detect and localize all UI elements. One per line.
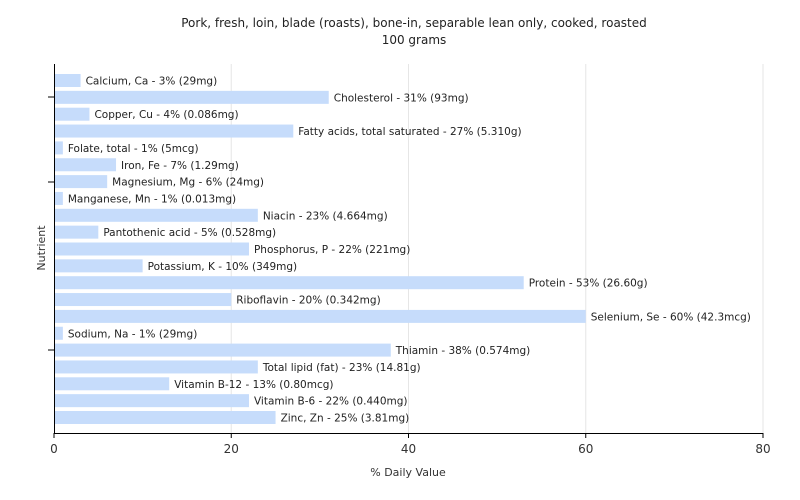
y-axis-label: Nutrient [35,225,48,271]
bar-label-5: Iron, Fe - 7% (1.29mg) [121,160,239,172]
bars-group: Calcium, Ca - 3% (29mg) Cholesterol - 31%… [54,74,751,425]
bar-16 [54,343,391,357]
bar-13 [54,293,232,307]
x-tick-label-1: 20 [224,442,239,456]
x-axis-label: % Daily Value [370,466,446,479]
bar-5 [54,158,117,172]
bar-1 [54,90,329,104]
bar-label-4: Folate, total - 1% (5mcg) [68,143,199,155]
bar-label-6: Magnesium, Mg - 6% (24mg) [112,177,264,189]
bar-15 [54,326,63,340]
bar-14 [54,309,586,323]
axes-group: 0 20 40 60 80 [48,64,771,456]
bar-0 [54,74,81,87]
bar-19 [54,394,249,408]
bar-label-16: Thiamin - 38% (0.574mg) [395,345,531,357]
bar-6 [54,175,108,189]
bar-label-2: Copper, Cu - 4% (0.086mg) [94,109,238,121]
x-tick-label-2: 40 [401,442,416,456]
chart-subtitle: 100 grams [382,33,447,47]
bar-label-11: Potassium, K - 10% (349mg) [148,261,298,273]
chart-title: Pork, fresh, loin, blade (roasts), bone-… [181,16,647,30]
bar-label-19: Vitamin B-6 - 22% (0.440mg) [254,396,408,408]
bar-label-0: Calcium, Ca - 3% (29mg) [86,76,218,88]
bar-label-1: Cholesterol - 31% (93mg) [334,92,469,104]
bar-20 [54,411,276,424]
bar-label-7: Manganese, Mn - 1% (0.013mg) [68,193,236,205]
bar-label-20: Zinc, Zn - 25% (3.81mg) [281,413,410,425]
bar-18 [54,377,170,391]
bar-label-12: Protein - 53% (26.60g) [529,278,648,290]
bar-4 [54,141,63,155]
bar-2 [54,107,90,121]
x-tick-label-3: 60 [578,442,593,456]
bar-11 [54,259,143,273]
bar-label-8: Niacin - 23% (4.664mg) [263,210,388,222]
bar-label-3: Fatty acids, total saturated - 27% (5.31… [298,126,521,138]
bar-7 [54,191,63,205]
bar-3 [54,124,294,138]
bar-12 [54,276,524,290]
bar-label-9: Pantothenic acid - 5% (0.528mg) [103,227,276,239]
bar-17 [54,360,258,374]
bar-label-17: Total lipid (fat) - 23% (14.81g) [262,362,421,374]
bar-label-14: Selenium, Se - 60% (42.3mcg) [591,311,751,323]
bar-label-13: Riboflavin - 20% (0.342mg) [236,295,380,307]
bar-9 [54,225,99,239]
bar-label-18: Vitamin B-12 - 13% (0.80mcg) [174,379,333,391]
bar-label-10: Phosphorus, P - 22% (221mg) [254,244,410,256]
bar-label-15: Sodium, Na - 1% (29mg) [68,328,197,340]
bar-10 [54,242,249,256]
x-tick-label-0: 0 [50,442,58,456]
x-tick-label-4: 80 [755,442,770,456]
bar-8 [54,208,258,222]
